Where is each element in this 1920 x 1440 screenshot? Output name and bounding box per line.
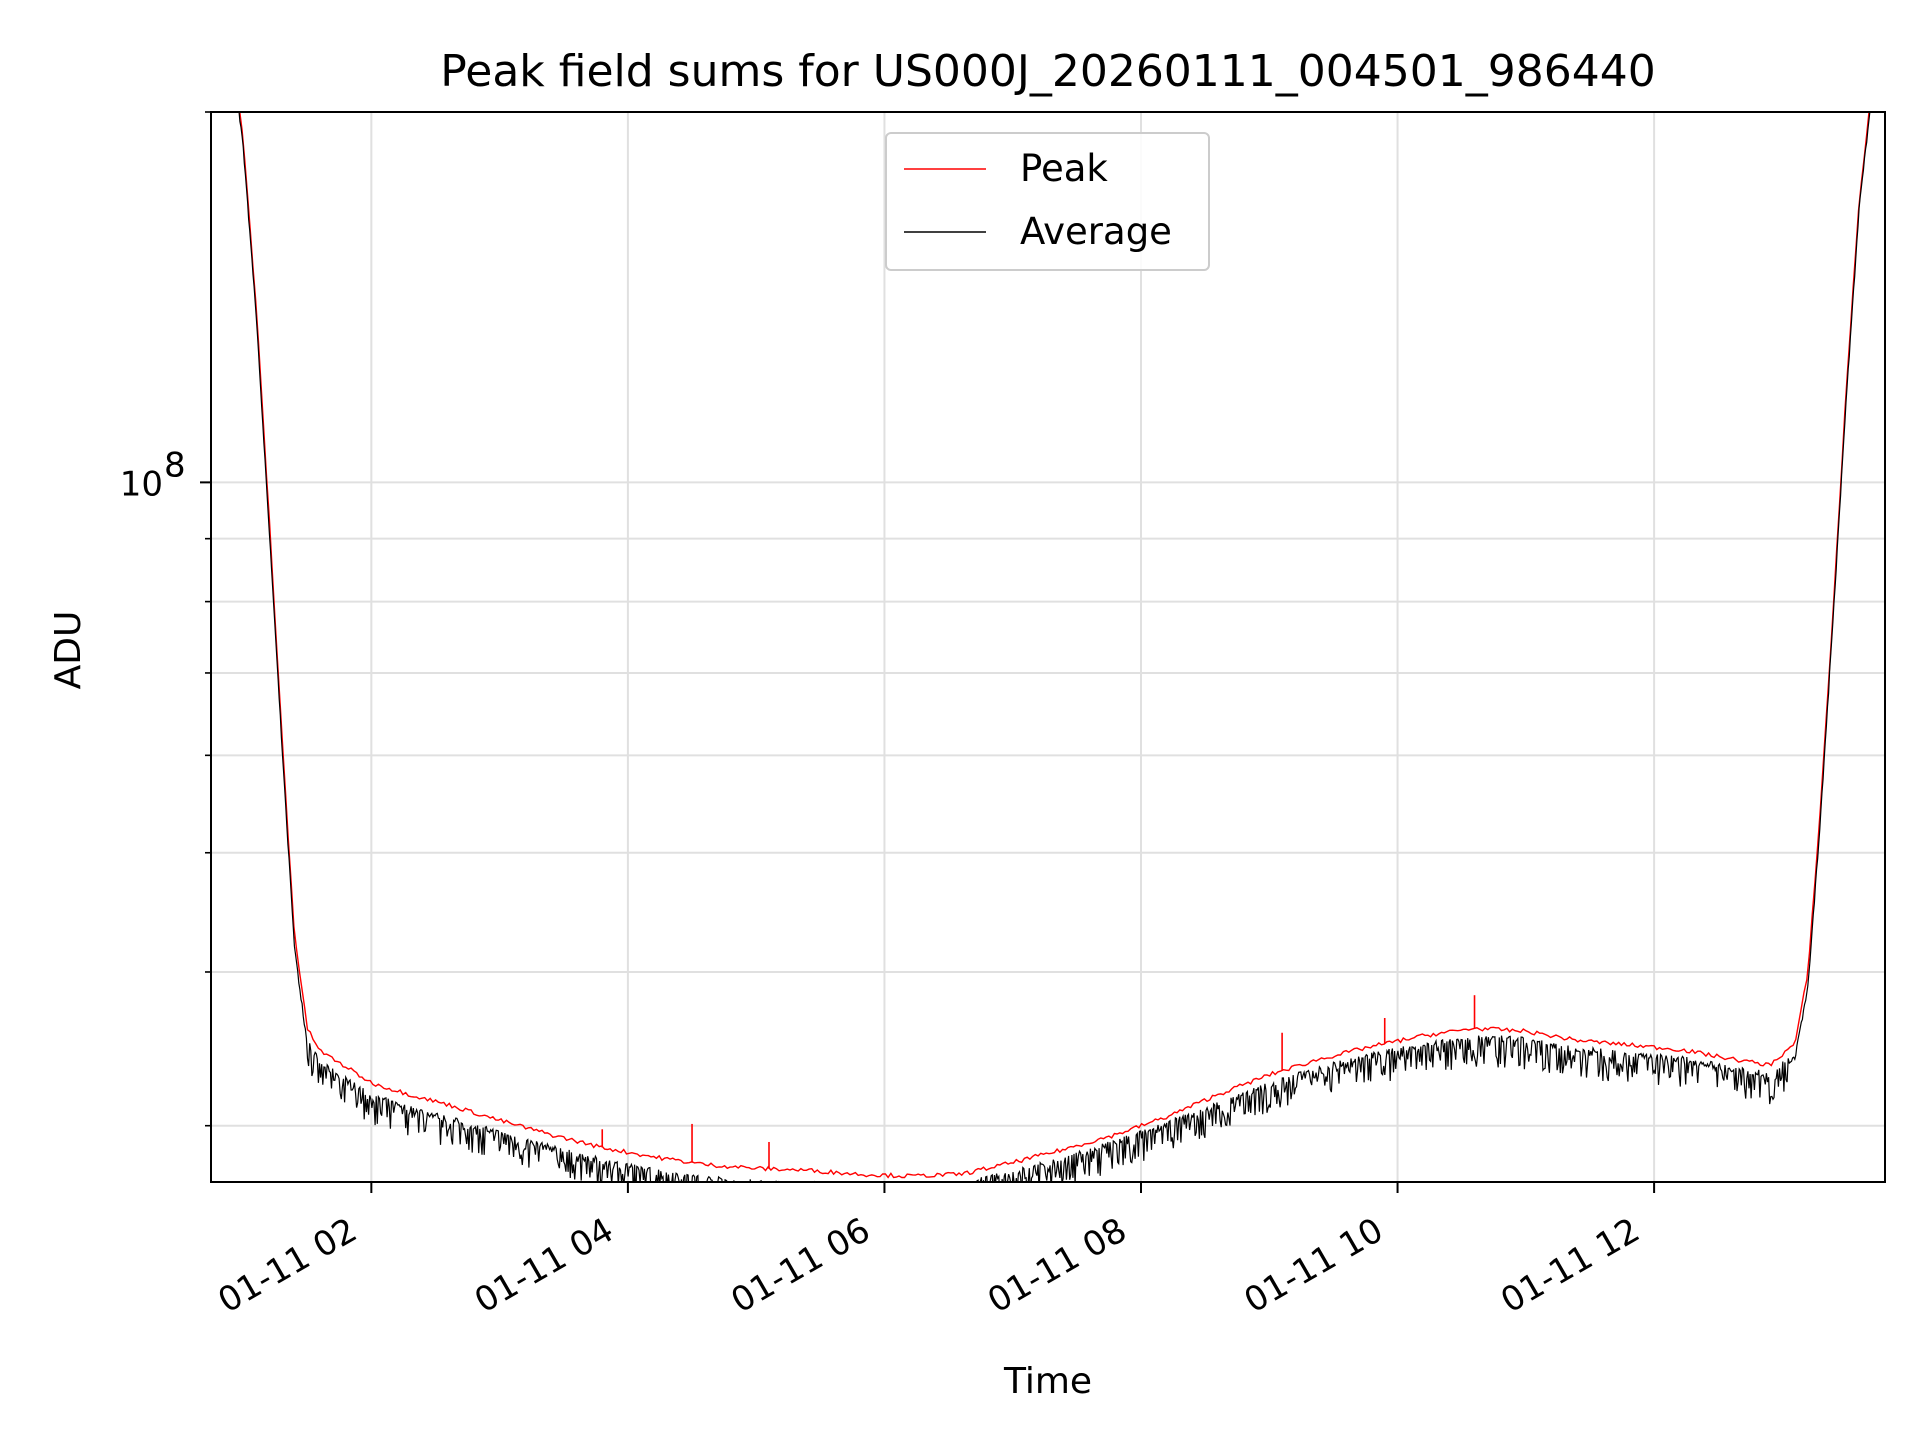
- legend-label-peak: Peak: [1020, 147, 1108, 190]
- legend-label-average: Average: [1020, 210, 1172, 253]
- series-line-average: [238, 112, 1871, 1182]
- x-axis-title: Time: [1003, 1361, 1092, 1402]
- y-tick-label-0: 10: [120, 464, 163, 504]
- y-tick-exponent-0: 8: [164, 445, 186, 485]
- legend: Peak Average: [885, 132, 1210, 271]
- series-line-peak: [239, 112, 1870, 1179]
- chart-title: Peak field sums for US000J_20260111_0045…: [440, 46, 1655, 97]
- plot-frame: [210, 111, 1886, 1183]
- y-axis-title: ADU: [48, 611, 89, 690]
- legend-box: [885, 132, 1210, 271]
- series-group: [238, 112, 1871, 1182]
